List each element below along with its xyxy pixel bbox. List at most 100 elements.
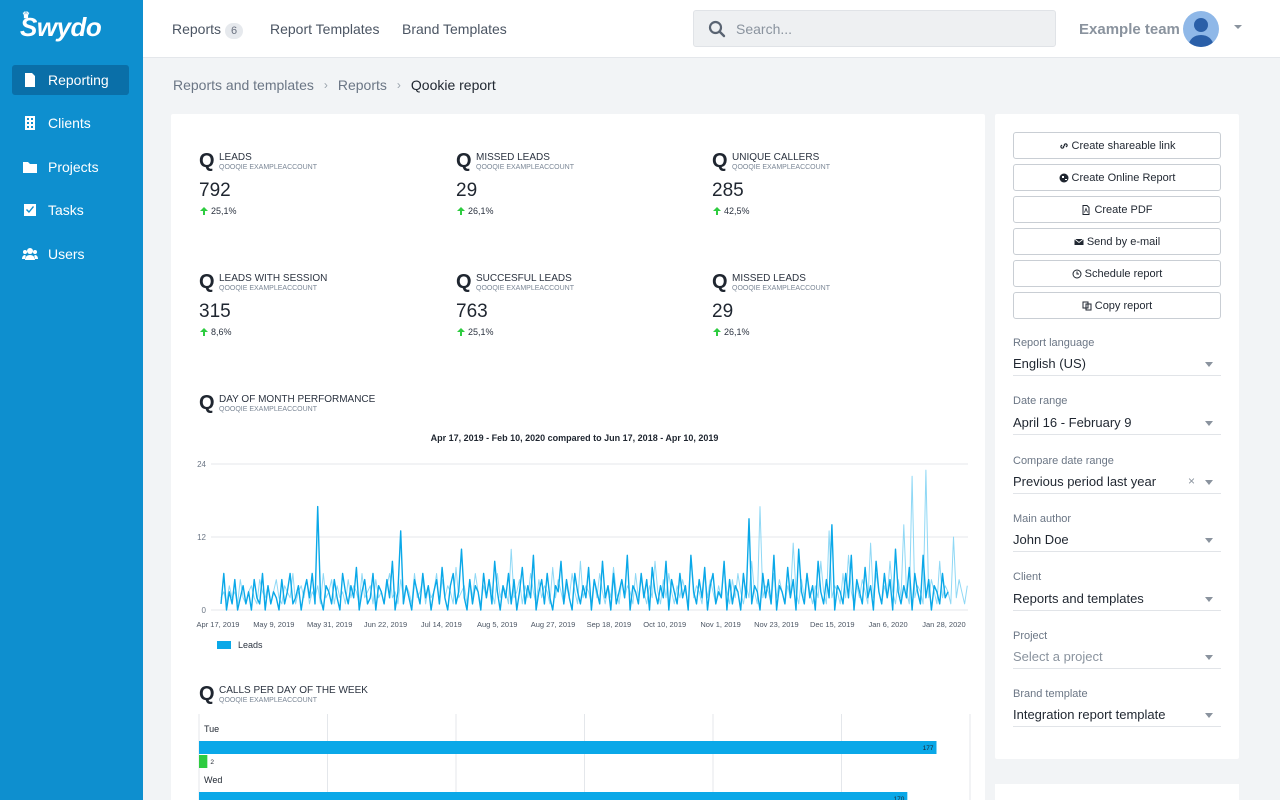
qooqie-logo-icon: Q [456,150,472,172]
users-icon [22,248,38,260]
project-select[interactable]: Select a project [1013,645,1221,669]
caret-down-icon [1205,480,1213,485]
search-box[interactable] [693,10,1056,47]
avatar[interactable] [1183,11,1219,47]
sidebar-item-label: Reporting [48,72,109,88]
crown-icon: ♛ [22,10,30,20]
top-bar: Reports 6 Report Templates Brand Template… [143,0,1280,58]
leads-series-line [220,505,949,611]
line-chart-header: Q DAY OF MONTH PERFORMANCE QOOQIE EXAMPL… [199,393,499,417]
x-tick-label: Nov 23, 2019 [754,620,799,629]
kpi-delta-value: 25,1% [211,206,237,216]
project-label: Project [1013,630,1048,642]
create-online-report-button[interactable]: Create Online Report [1013,164,1221,191]
kpi-widget[interactable]: Q MISSED LEADS QOOQIE EXAMPLEACCOUNT 29 … [712,272,912,342]
bar-value-label: 2 [210,759,214,766]
button-label: Create shareable link [1071,139,1176,152]
calls-per-day-bar-chart[interactable]: Tue 177 2 Wed 170 [171,714,985,800]
main-author-label: Main author [1013,513,1072,525]
qooqie-logo-icon: Q [199,271,215,293]
kpi-value: 315 [199,301,231,322]
sidebar-item-tasks[interactable]: Tasks [12,195,129,225]
swydo-logo[interactable]: ♛ Swydo [20,10,102,43]
kpi-widget[interactable]: Q UNIQUE CALLERS QOOQIE EXAMPLEACCOUNT 2… [712,151,912,221]
date-range-select[interactable]: April 16 - February 9 [1013,411,1221,435]
x-tick-label: Apr 17, 2019 [197,620,240,629]
tab-brand-templates[interactable]: Brand Templates [402,21,507,37]
kpi-delta: 26,1% [712,327,750,337]
pdf-icon [1082,204,1090,215]
bar [199,755,208,768]
sidebar-item-clients[interactable]: Clients [12,108,129,138]
schedule-report-button[interactable]: Schedule report [1013,260,1221,287]
bar-value-label: 170 [893,796,904,800]
chevron-right-icon: › [323,78,328,92]
x-tick-label: May 31, 2019 [307,620,352,629]
clear-icon[interactable]: × [1187,474,1195,488]
bar [199,741,937,754]
brand-template-label: Brand template [1013,688,1088,700]
category-label: Wed [204,775,222,785]
kpi-widget[interactable]: Q LEADS WITH SESSION QOOQIE EXAMPLEACCOU… [199,272,399,342]
sidebar: ♛ Swydo Reporting Clients Projects Tasks… [0,0,143,800]
breadcrumb-item[interactable]: Reports [337,77,387,93]
folder-icon [23,162,37,173]
x-tick-label: Aug 27, 2019 [531,620,576,629]
bar [199,792,908,800]
compare-date-range-select[interactable]: Previous period last year × [1013,470,1221,494]
button-label: Send by e-mail [1086,235,1161,248]
kpi-subtitle: QOOQIE EXAMPLEACCOUNT [732,285,831,292]
team-name[interactable]: Example team [1079,21,1180,38]
x-tick-label: May 9, 2019 [253,620,294,629]
report-language-select[interactable]: English (US) [1013,352,1221,376]
kpi-widget[interactable]: Q SUCCESFUL LEADS QOOQIE EXAMPLEACCOUNT … [456,272,656,342]
legend-swatch [217,641,231,649]
select-value: Integration report template [1013,707,1166,722]
kpi-value: 29 [456,180,478,201]
chevron-down-icon[interactable] [1233,23,1243,31]
sidebar-item-label: Users [48,246,85,262]
search-input[interactable] [736,20,1036,37]
x-tick-label: Oct 10, 2019 [643,620,686,629]
kpi-subtitle: QOOQIE EXAMPLEACCOUNT [219,285,318,292]
user-avatar-icon [1188,18,1214,47]
day-of-month-line-chart[interactable]: Apr 17, 2019 - Feb 10, 2020 compared to … [171,424,985,674]
create-shareable-link-button[interactable]: Create shareable link [1013,132,1221,159]
main-author-select[interactable]: John Doe [1013,528,1221,552]
button-label: Create PDF [1094,203,1153,216]
kpi-widget[interactable]: Q LEADS QOOQIE EXAMPLEACCOUNT 792 25,1% [199,151,399,221]
copy-report-button[interactable]: Copy report [1013,292,1221,319]
report-canvas: Q LEADS QOOQIE EXAMPLEACCOUNT 792 25,1% … [171,114,985,800]
x-tick-label: Jul 14, 2019 [421,620,462,629]
file-icon [25,73,35,87]
create-pdf-button[interactable]: Create PDF [1013,196,1221,223]
button-label: Create Online Report [1071,171,1176,184]
tab-label: Brand Templates [402,21,507,37]
breadcrumb-current: Qookie report [410,77,496,93]
select-placeholder: Select a project [1013,649,1103,664]
client-select[interactable]: Reports and templates [1013,587,1221,611]
link-icon [1059,142,1068,149]
arrow-up-icon [200,207,208,215]
widget-title: CALLS PER DAY OF THE WEEK [219,685,368,696]
button-label: Copy report [1094,299,1153,312]
compare-date-range-label: Compare date range [1013,455,1114,467]
send-by-email-button[interactable]: Send by e-mail [1013,228,1221,255]
building-icon [25,116,35,130]
breadcrumb-item[interactable]: Reports and templates [173,77,314,93]
arrow-up-icon [457,328,465,336]
widget-subtitle: QOOQIE EXAMPLEACCOUNT [219,406,318,413]
kpi-widget[interactable]: Q MISSED LEADS QOOQIE EXAMPLEACCOUNT 29 … [456,151,656,221]
sidebar-item-projects[interactable]: Projects [12,152,129,182]
sidebar-item-users[interactable]: Users [12,239,129,269]
tab-report-templates[interactable]: Report Templates [270,21,379,37]
brand-template-select[interactable]: Integration report template [1013,703,1221,727]
qooqie-logo-icon: Q [199,392,215,414]
x-tick-label: Jan 6, 2020 [869,620,908,629]
tab-reports[interactable]: Reports 6 [172,21,244,39]
kpi-delta-value: 8,6% [211,327,232,337]
chevron-right-icon: › [396,78,401,92]
select-value: John Doe [1013,532,1069,547]
sidebar-item-reporting[interactable]: Reporting [12,65,129,95]
button-label: Schedule report [1084,267,1163,280]
